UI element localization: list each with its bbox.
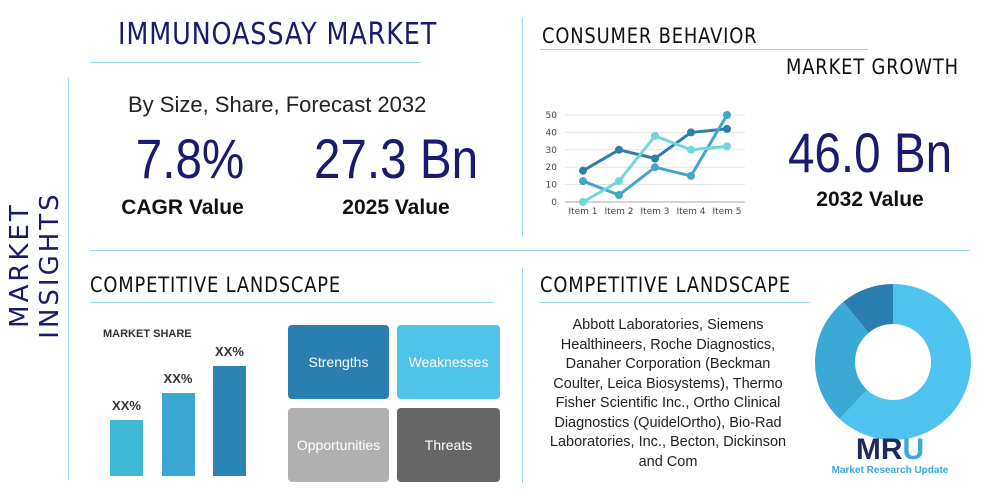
data-point — [651, 154, 659, 163]
bar-label: XX% — [112, 398, 141, 413]
donut-chart — [815, 284, 971, 440]
forecast-value: 46.0 Bn — [787, 121, 953, 184]
x-tick-label: Item 1 — [568, 207, 597, 217]
y-tick-label: 50 — [546, 111, 558, 121]
companies-text: Abbott Laboratories, Siemens Healthineer… — [549, 317, 787, 470]
data-point — [651, 131, 659, 140]
data-point — [579, 166, 587, 175]
donut-slice — [815, 301, 869, 419]
cagr-label: CAGR Value — [121, 196, 244, 219]
y-tick-label: 0 — [551, 198, 557, 208]
right-underline — [540, 302, 810, 303]
bar-label: XX% — [215, 343, 244, 359]
cagr-value: 7.8% — [135, 127, 245, 190]
competitive-right-heading: COMPETITIVE LANDSCAPE — [540, 273, 792, 297]
consumer-heading: CONSUMER BEHAVIOR — [542, 24, 758, 48]
data-point — [723, 142, 731, 151]
y-tick-label: 20 — [546, 163, 558, 173]
page-title: IMMUNOASSAY MARKET — [118, 17, 438, 52]
logo-mark: MRU — [855, 433, 925, 466]
data-point — [687, 171, 695, 180]
market-share-title: MARKET SHARE — [103, 328, 192, 340]
title-underline — [90, 62, 420, 63]
data-point — [615, 177, 623, 186]
consumer-underline — [540, 49, 868, 50]
vertical-divider — [522, 18, 523, 236]
data-point — [687, 145, 695, 154]
x-tick-label: Item 2 — [604, 207, 633, 217]
x-tick-label: Item 5 — [712, 207, 741, 217]
data-point — [723, 111, 731, 119]
donut-slice — [843, 284, 893, 333]
left-underline — [90, 302, 494, 303]
current-value: 27.3 Bn — [313, 127, 479, 190]
bar-label: XX% — [163, 370, 193, 386]
subtitle: By Size, Share, Forecast 2032 — [128, 92, 427, 117]
swot-strengths: Strengths — [288, 325, 389, 399]
logo: MRU Market Research Update — [820, 433, 960, 477]
swot-threats: Threats — [397, 408, 500, 482]
donut-slice — [839, 284, 971, 440]
market-share-bar — [110, 420, 143, 476]
swot-opportunities: Opportunities — [288, 408, 389, 482]
data-point — [723, 124, 731, 133]
data-point — [579, 198, 587, 206]
market-share-bar — [213, 365, 246, 476]
line-chart: 0 10 20 30 40 50 Item 1 Item 2 Item 3 Item 4 Item … — [546, 111, 745, 217]
side-divider — [68, 78, 69, 480]
data-point — [579, 177, 587, 186]
swot-weaknesses: Weaknesses — [397, 325, 500, 399]
x-tick-label: Item 4 — [676, 207, 705, 217]
vertical-divider-bottom — [522, 268, 523, 483]
data-point — [687, 128, 695, 137]
y-tick-label: 10 — [546, 181, 558, 191]
market-share-bar — [161, 392, 195, 476]
growth-heading: MARKET GROWTH — [786, 55, 959, 79]
y-tick-label: 30 — [546, 146, 558, 156]
forecast-label: 2032 Value — [816, 188, 924, 211]
data-point — [615, 145, 623, 154]
data-point — [615, 191, 623, 200]
horizontal-divider — [90, 250, 970, 251]
data-point — [651, 163, 659, 172]
x-tick-label: Item 3 — [640, 207, 669, 217]
current-label: 2025 Value — [342, 196, 450, 219]
competitive-left-heading: COMPETITIVE LANDSCAPE — [90, 273, 342, 297]
y-tick-label: 40 — [546, 128, 558, 138]
side-label: MARKET INSIGHTS — [5, 191, 65, 339]
logo-name: Market Research Update — [831, 465, 949, 476]
